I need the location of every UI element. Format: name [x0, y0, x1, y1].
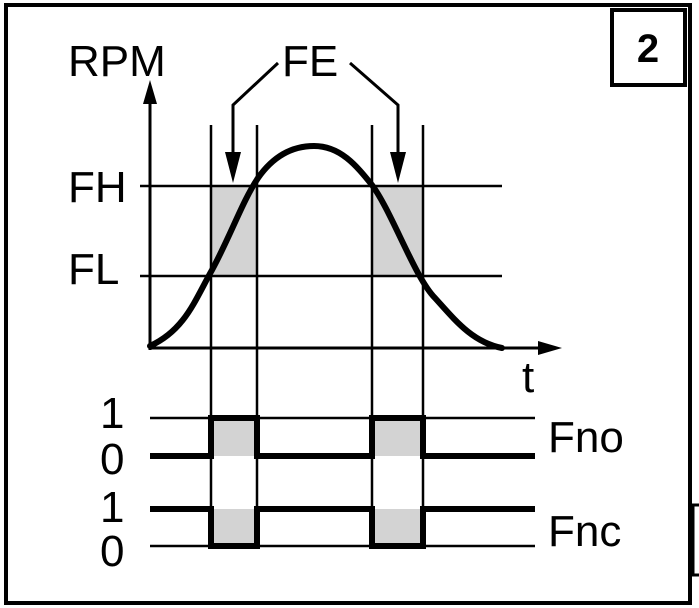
fe-callout-arrows [231, 61, 400, 155]
fnc-one-label: 1 [100, 483, 124, 532]
fe-arrowhead-right [390, 152, 406, 183]
x-axis-arrow [538, 341, 562, 355]
fnc-label: Fnc [548, 507, 621, 556]
fnc-output: 1 0 Fnc [100, 483, 621, 576]
fno-output: 1 0 Fno [100, 389, 624, 484]
fnc-pulse-fill-1 [211, 509, 257, 546]
figure-frame [4, 3, 692, 605]
fh-label: FH [68, 163, 127, 212]
figure-number-box [610, 8, 687, 87]
fno-pulse-fill-2 [372, 418, 423, 456]
fnc-signal [150, 506, 535, 549]
fno-zero-label: 0 [100, 435, 124, 484]
rpm-curve [147, 142, 505, 351]
y-axis-label: RPM [68, 37, 166, 86]
adjacent-frame-fragment [691, 503, 699, 577]
fe-label: FE [282, 37, 338, 86]
figure-number: 2 [637, 27, 659, 71]
fe-arrowhead-left [225, 152, 241, 183]
y-axis-arrow [143, 80, 157, 104]
fno-signal [150, 415, 535, 459]
window-boundary-lines [209, 125, 425, 548]
fno-one-label: 1 [100, 389, 124, 438]
fno-label: Fno [548, 413, 624, 462]
fnc-zero-label: 0 [100, 527, 124, 576]
fnc-pulse-fill-2 [372, 509, 423, 546]
x-axis-label: t [522, 353, 534, 402]
fl-label: FL [68, 245, 119, 294]
fno-pulse-fill-1 [211, 418, 257, 456]
